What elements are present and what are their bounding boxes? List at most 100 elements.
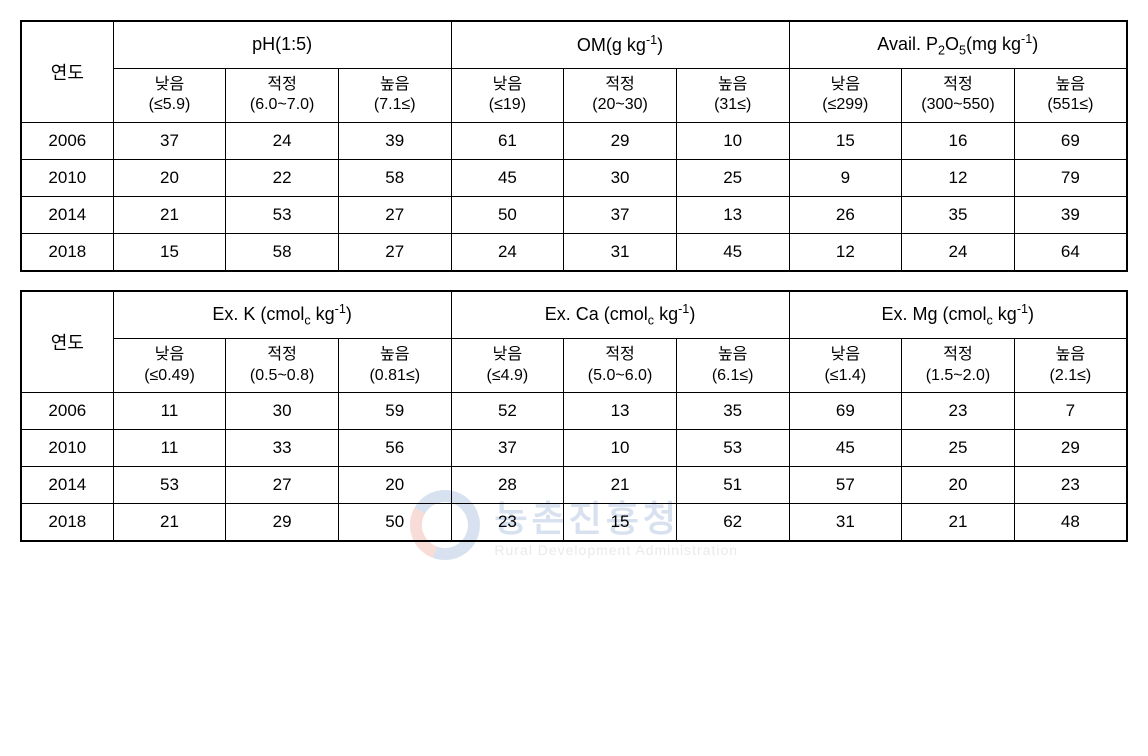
data-cell: 31 bbox=[789, 504, 902, 542]
data-cell: 29 bbox=[226, 504, 339, 542]
table-row: 2014215327503713263539 bbox=[21, 197, 1127, 234]
table-row: 2018212950231562312148 bbox=[21, 504, 1127, 542]
sub-header-label: 낮음 bbox=[454, 345, 562, 366]
data-cell: 24 bbox=[226, 123, 339, 160]
data-cell: 10 bbox=[564, 430, 677, 467]
table-row: 200611305952133569237 bbox=[21, 393, 1127, 430]
data-cell: 7 bbox=[1014, 393, 1127, 430]
data-cell: 61 bbox=[451, 123, 564, 160]
data-cell: 53 bbox=[113, 467, 226, 504]
soil-table-2: 연도Ex. K (cmolc kg-1)Ex. Ca (cmolc kg-1)E… bbox=[20, 290, 1128, 542]
data-cell: 58 bbox=[338, 160, 451, 197]
data-cell: 15 bbox=[113, 234, 226, 272]
data-cell: 15 bbox=[789, 123, 902, 160]
data-cell: 16 bbox=[902, 123, 1015, 160]
data-cell: 12 bbox=[902, 160, 1015, 197]
data-cell: 25 bbox=[902, 430, 1015, 467]
sub-header-label: 낮음 bbox=[792, 345, 900, 366]
year-cell: 2014 bbox=[21, 467, 113, 504]
data-cell: 33 bbox=[226, 430, 339, 467]
data-cell: 24 bbox=[451, 234, 564, 272]
sub-header-range: (31≤) bbox=[679, 95, 787, 116]
sub-header-1-0-2: 높음(7.1≤) bbox=[338, 68, 451, 123]
sub-header-label: 높음 bbox=[679, 345, 787, 366]
sub-header-2-1-2: 높음(6.1≤) bbox=[676, 338, 789, 393]
data-cell: 35 bbox=[676, 393, 789, 430]
sub-header-2-1-0: 낮음(≤4.9) bbox=[451, 338, 564, 393]
data-cell: 13 bbox=[564, 393, 677, 430]
table-2-head: 연도Ex. K (cmolc kg-1)Ex. Ca (cmolc kg-1)E… bbox=[21, 291, 1127, 393]
table-1-body: 2006372439612910151669201020225845302591… bbox=[21, 123, 1127, 272]
data-cell: 45 bbox=[789, 430, 902, 467]
data-cell: 28 bbox=[451, 467, 564, 504]
sub-header-range: (≤0.49) bbox=[116, 366, 224, 387]
data-cell: 23 bbox=[451, 504, 564, 542]
sub-header-2-0-1: 적정(0.5~0.8) bbox=[226, 338, 339, 393]
sub-header-label: 적정 bbox=[228, 345, 336, 366]
data-cell: 21 bbox=[113, 504, 226, 542]
data-cell: 20 bbox=[902, 467, 1015, 504]
sub-header-range: (0.5~0.8) bbox=[228, 366, 336, 387]
data-cell: 12 bbox=[789, 234, 902, 272]
group-header-1-2: Avail. P2O5(mg kg-1) bbox=[789, 21, 1127, 68]
sub-header-2-2-0: 낮음(≤1.4) bbox=[789, 338, 902, 393]
data-cell: 35 bbox=[902, 197, 1015, 234]
sub-header-range: (6.1≤) bbox=[679, 366, 787, 387]
table-row: 201020225845302591279 bbox=[21, 160, 1127, 197]
sub-header-2-2-2: 높음(2.1≤) bbox=[1014, 338, 1127, 393]
sub-header-2-2-1: 적정(1.5~2.0) bbox=[902, 338, 1015, 393]
sub-header-label: 낮음 bbox=[116, 345, 224, 366]
sub-header-label: 높음 bbox=[341, 345, 449, 366]
group-header-1-1: OM(g kg-1) bbox=[451, 21, 789, 68]
sub-header-label: 적정 bbox=[904, 75, 1012, 96]
table-row: 2018155827243145122464 bbox=[21, 234, 1127, 272]
data-cell: 53 bbox=[226, 197, 339, 234]
data-cell: 25 bbox=[676, 160, 789, 197]
sub-header-range: (5.0~6.0) bbox=[566, 366, 674, 387]
data-cell: 30 bbox=[564, 160, 677, 197]
data-cell: 69 bbox=[789, 393, 902, 430]
year-header: 연도 bbox=[21, 21, 113, 123]
data-cell: 21 bbox=[564, 467, 677, 504]
data-cell: 15 bbox=[564, 504, 677, 542]
group-header-1-0: pH(1:5) bbox=[113, 21, 451, 68]
data-cell: 58 bbox=[226, 234, 339, 272]
table-row: 2010113356371053452529 bbox=[21, 430, 1127, 467]
year-cell: 2010 bbox=[21, 160, 113, 197]
year-header: 연도 bbox=[21, 291, 113, 393]
data-cell: 50 bbox=[338, 504, 451, 542]
data-cell: 21 bbox=[902, 504, 1015, 542]
sub-header-1-1-1: 적정(20~30) bbox=[564, 68, 677, 123]
table-row: 2006372439612910151669 bbox=[21, 123, 1127, 160]
year-cell: 2006 bbox=[21, 393, 113, 430]
data-cell: 56 bbox=[338, 430, 451, 467]
data-cell: 29 bbox=[564, 123, 677, 160]
year-cell: 2018 bbox=[21, 234, 113, 272]
sub-header-range: (≤1.4) bbox=[792, 366, 900, 387]
sub-header-1-1-2: 높음(31≤) bbox=[676, 68, 789, 123]
data-cell: 37 bbox=[564, 197, 677, 234]
sub-header-label: 높음 bbox=[1017, 75, 1124, 96]
group-header-2-0: Ex. K (cmolc kg-1) bbox=[113, 291, 451, 338]
sub-header-1-0-0: 낮음(≤5.9) bbox=[113, 68, 226, 123]
sub-header-label: 낮음 bbox=[454, 75, 562, 96]
data-cell: 20 bbox=[113, 160, 226, 197]
group-header-2-1: Ex. Ca (cmolc kg-1) bbox=[451, 291, 789, 338]
sub-header-range: (≤299) bbox=[792, 95, 900, 116]
data-cell: 10 bbox=[676, 123, 789, 160]
sub-header-label: 높음 bbox=[1017, 345, 1124, 366]
sub-header-label: 적정 bbox=[228, 75, 336, 96]
sub-header-1-1-0: 낮음(≤19) bbox=[451, 68, 564, 123]
data-cell: 62 bbox=[676, 504, 789, 542]
group-header-2-2: Ex. Mg (cmolc kg-1) bbox=[789, 291, 1127, 338]
table-row: 2014532720282151572023 bbox=[21, 467, 1127, 504]
year-cell: 2006 bbox=[21, 123, 113, 160]
watermark-en-text: Rural Development Administration bbox=[494, 542, 738, 558]
data-cell: 51 bbox=[676, 467, 789, 504]
data-cell: 29 bbox=[1014, 430, 1127, 467]
table-2-body: 2006113059521335692372010113356371053452… bbox=[21, 393, 1127, 542]
data-cell: 37 bbox=[113, 123, 226, 160]
data-cell: 21 bbox=[113, 197, 226, 234]
sub-header-range: (6.0~7.0) bbox=[228, 95, 336, 116]
data-cell: 27 bbox=[338, 197, 451, 234]
